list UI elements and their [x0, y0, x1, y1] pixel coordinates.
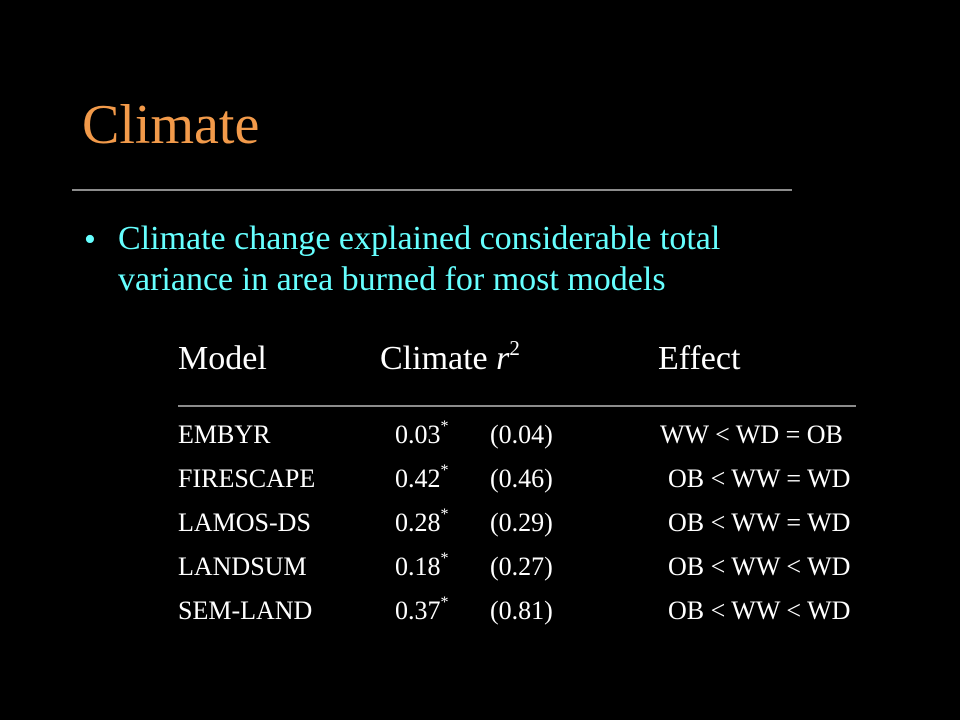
bullet-text: Climate change explained considerable to…: [118, 220, 721, 298]
cell-model: SEM-LAND: [178, 596, 313, 625]
table-row: LANDSUM 0.18* (0.27) OB < WW < WD: [0, 551, 960, 591]
cell-paren-value: (0.27): [490, 552, 553, 581]
cell-effect: OB < WW < WD: [668, 552, 851, 581]
cell-r2: 0.03*: [395, 419, 449, 451]
significance-mark: *: [440, 550, 449, 567]
significance-mark: *: [440, 418, 449, 435]
cell-r2: 0.28*: [395, 507, 449, 539]
cell-r2-value: 0.37: [395, 596, 441, 625]
slide-title: Climate: [82, 94, 260, 156]
cell-r2-value: 0.18: [395, 552, 441, 581]
cell-model: LANDSUM: [178, 552, 307, 581]
cell-model: EMBYR: [178, 420, 271, 449]
table-row: SEM-LAND 0.37* (0.81) OB < WW < WD: [0, 595, 960, 635]
cell-effect: OB < WW = WD: [668, 508, 851, 537]
cell-model: LAMOS-DS: [178, 508, 311, 537]
header-climate: Climate r2: [380, 336, 520, 379]
cell-paren-value: (0.81): [490, 596, 553, 625]
cell-paren-value: (0.04): [490, 420, 553, 449]
cell-r2: 0.18*: [395, 551, 449, 583]
header-model: Model: [178, 340, 267, 377]
significance-mark: *: [440, 462, 449, 479]
bullet-icon: •: [84, 221, 96, 258]
cell-r2-value: 0.42: [395, 464, 441, 493]
title-divider: [72, 189, 792, 191]
header-climate-label: Climate: [380, 340, 497, 377]
cell-effect: OB < WW = WD: [668, 464, 851, 493]
header-climate-variable: r: [496, 340, 510, 377]
table-row: EMBYR 0.03* (0.04) WW < WD = OB: [0, 419, 960, 459]
significance-mark: *: [440, 506, 449, 523]
header-climate-superscript: 2: [509, 336, 520, 360]
cell-paren-value: (0.46): [490, 464, 553, 493]
cell-r2: 0.42*: [395, 463, 449, 495]
header-effect: Effect: [658, 340, 741, 377]
cell-r2-value: 0.03: [395, 420, 441, 449]
table-row: FIRESCAPE 0.42* (0.46) OB < WW = WD: [0, 463, 960, 503]
cell-r2: 0.37*: [395, 595, 449, 627]
table-divider: [178, 405, 856, 407]
cell-model: FIRESCAPE: [178, 464, 316, 493]
cell-paren-value: (0.29): [490, 508, 553, 537]
cell-effect: WW < WD = OB: [660, 420, 843, 449]
table-row: LAMOS-DS 0.28* (0.29) OB < WW = WD: [0, 507, 960, 547]
cell-effect: OB < WW < WD: [668, 596, 851, 625]
significance-mark: *: [440, 594, 449, 611]
cell-r2-value: 0.28: [395, 508, 441, 537]
